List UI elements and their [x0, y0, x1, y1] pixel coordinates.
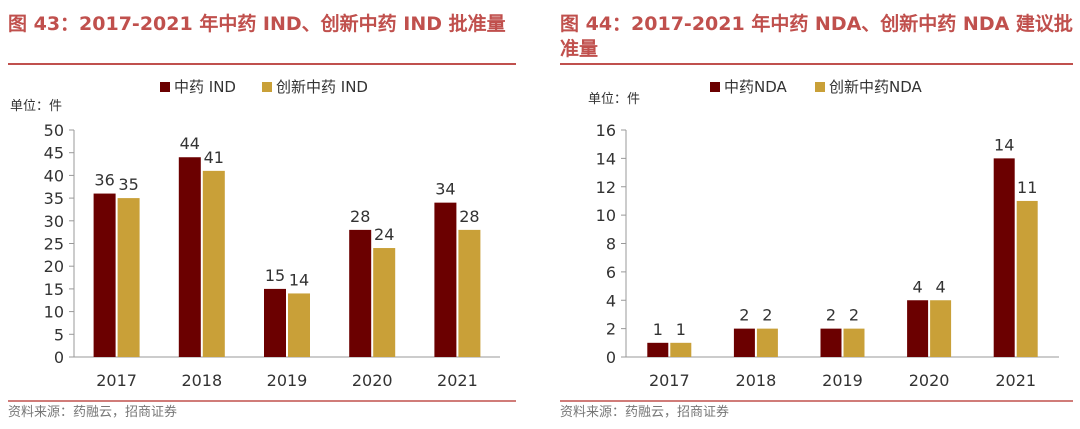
chart2-bar	[733, 328, 755, 357]
chart1-data-label: 15	[265, 266, 285, 285]
chart2-x-tick-label: 2021	[995, 371, 1036, 390]
chart2-y-tick-label: 10	[596, 206, 616, 225]
chart2-y-tick-label: 0	[606, 348, 616, 367]
chart2-bar	[820, 328, 842, 357]
chart2-unit-label: 单位：件	[588, 92, 640, 107]
chart2-data-label: 2	[849, 306, 859, 325]
chart2-legend-swatch	[815, 82, 825, 92]
chart2-bar	[756, 328, 778, 357]
chart1-y-tick-label: 45	[44, 144, 64, 163]
chart2-x-tick-label: 2020	[909, 371, 950, 390]
chart2-bar	[907, 300, 929, 357]
chart1-data-label: 34	[435, 180, 455, 199]
chart2-bar	[993, 158, 1015, 357]
chart2-bar	[647, 342, 669, 357]
chart1-bar	[288, 293, 310, 357]
chart1-title-line: 图 43：2017-2021 年中药 IND、创新中药 IND 批准量	[8, 12, 506, 35]
chart1-legend-swatch	[160, 82, 170, 92]
chart1-x-tick-label: 2021	[437, 371, 478, 390]
chart2-y-tick-label: 8	[606, 235, 616, 254]
chart1-y-tick-label: 35	[44, 189, 64, 208]
chart1-bar	[458, 229, 481, 357]
chart2-bar	[670, 342, 692, 357]
chart1-bar	[93, 193, 116, 357]
chart1-bar	[264, 288, 286, 357]
chart1-y-tick-label: 30	[44, 212, 64, 231]
chart2-y-tick-label: 16	[596, 121, 616, 140]
chart1-data-label: 28	[350, 207, 370, 226]
chart1-legend-label: 中药 IND	[174, 78, 236, 96]
chart2-data-label: 2	[762, 306, 772, 325]
chart1-data-label: 24	[374, 225, 394, 244]
chart1-source: 资料来源：药融云，招商证券	[8, 404, 177, 420]
chart2-y-tick-label: 6	[606, 263, 616, 282]
chart1-data-label: 36	[94, 171, 114, 190]
chart2-source: 资料来源：药融云，招商证券	[560, 404, 729, 420]
chart2-data-label: 4	[913, 277, 923, 296]
chart2-title-line: 图 44：2017-2021 年中药 NDA、创新中药 NDA 建议批	[560, 12, 1073, 35]
chart2-bar	[1016, 200, 1038, 357]
chart1-y-tick-label: 5	[54, 325, 64, 344]
chart1-x-tick-label: 2020	[352, 371, 393, 390]
chart2-y-tick-label: 2	[606, 320, 616, 339]
chart2-x-tick-label: 2019	[822, 371, 863, 390]
chart1-x-tick-label: 2019	[267, 371, 308, 390]
chart1-data-label: 35	[118, 175, 138, 194]
chart2-data-label: 1	[676, 320, 686, 339]
chart1-x-tick-label: 2018	[181, 371, 222, 390]
chart2-bar	[843, 328, 865, 357]
chart2-legend-swatch	[710, 82, 720, 92]
chart1-y-tick-label: 40	[44, 166, 64, 185]
chart2-data-label: 14	[994, 135, 1014, 154]
chart1-bar	[178, 157, 201, 357]
chart1-data-label: 28	[459, 207, 479, 226]
chart1-y-tick-label: 0	[54, 348, 64, 367]
chart2-data-label: 11	[1017, 178, 1037, 197]
chart1-y-tick-label: 50	[44, 121, 64, 140]
chart2-x-tick-label: 2018	[736, 371, 777, 390]
chart1-bar	[117, 198, 140, 357]
chart1-y-tick-label: 15	[44, 280, 64, 299]
chart2-data-label: 1	[653, 320, 663, 339]
chart1-legend-label: 创新中药 IND	[276, 78, 368, 96]
chart1-y-tick-label: 10	[44, 303, 64, 322]
chart1-bar	[434, 202, 457, 357]
chart2-legend-label: 创新中药NDA	[829, 78, 923, 96]
chart1-data-label: 44	[180, 134, 200, 153]
chart1-y-tick-label: 25	[44, 235, 64, 254]
chart2-x-tick-label: 2017	[649, 371, 690, 390]
chart2-y-tick-label: 12	[596, 178, 616, 197]
chart2-data-label: 2	[739, 306, 749, 325]
chart1-x-tick-label: 2017	[96, 371, 137, 390]
chart1-y-tick-label: 20	[44, 257, 64, 276]
chart1-bar	[373, 248, 396, 357]
chart2-y-tick-label: 4	[606, 291, 616, 310]
chart2-y-tick-label: 14	[596, 149, 616, 168]
chart2-bar	[930, 300, 952, 357]
chart2-data-label: 2	[826, 306, 836, 325]
chart1-unit-label: 单位：件	[10, 99, 62, 114]
chart1-bar	[202, 170, 225, 357]
chart1-legend-swatch	[262, 82, 272, 92]
chart2-data-label: 4	[936, 277, 946, 296]
chart1-data-label: 14	[289, 270, 309, 289]
chart2-title-line: 准量	[560, 38, 598, 60]
chart2-legend-label: 中药NDA	[724, 78, 788, 96]
chart1-data-label: 41	[204, 148, 224, 167]
chart1-bar	[349, 229, 372, 357]
